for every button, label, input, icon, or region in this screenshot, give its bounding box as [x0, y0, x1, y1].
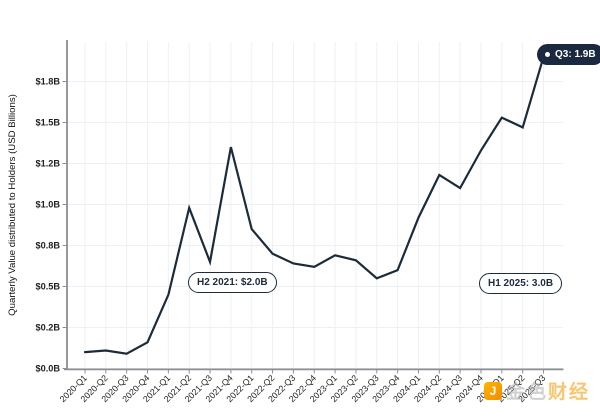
y-tick-labels: $0.0B $0.2B $0.5B $0.8B $1.0B $1.2B $1.5B $1.8B: [35, 77, 60, 374]
y-tick-label: $0.2B: [35, 323, 60, 333]
y-axis-title: Quarterly Value distributed to Holders (…: [7, 94, 18, 316]
annotation-h2-2021: H2 2021: $2.0B: [188, 272, 277, 293]
y-tick-label: $1.8B: [35, 77, 60, 87]
badge-dot-icon: [545, 52, 550, 57]
y-tick-label: $0.5B: [35, 282, 60, 292]
value-line-series: [83, 55, 545, 355]
badge-label: Q3: 1.9B: [555, 49, 596, 60]
y-tick-label: $1.5B: [35, 118, 60, 128]
y-tick-label: $0.0B: [35, 364, 60, 374]
y-tick-label: $1.0B: [35, 200, 60, 210]
series: [83, 55, 545, 355]
annotation-h1-2025: H1 2025: 3.0B: [479, 273, 563, 294]
axis-ticks: [62, 81, 544, 374]
latest-value-badge: Q3: 1.9B: [537, 44, 600, 65]
y-tick-label: $1.2B: [35, 159, 60, 169]
gridlines: [67, 42, 563, 369]
x-tick-labels: 2020-Q12020-Q22020-Q32020-Q42021-Q12021-…: [58, 373, 548, 404]
y-tick-label: $0.8B: [35, 241, 60, 251]
